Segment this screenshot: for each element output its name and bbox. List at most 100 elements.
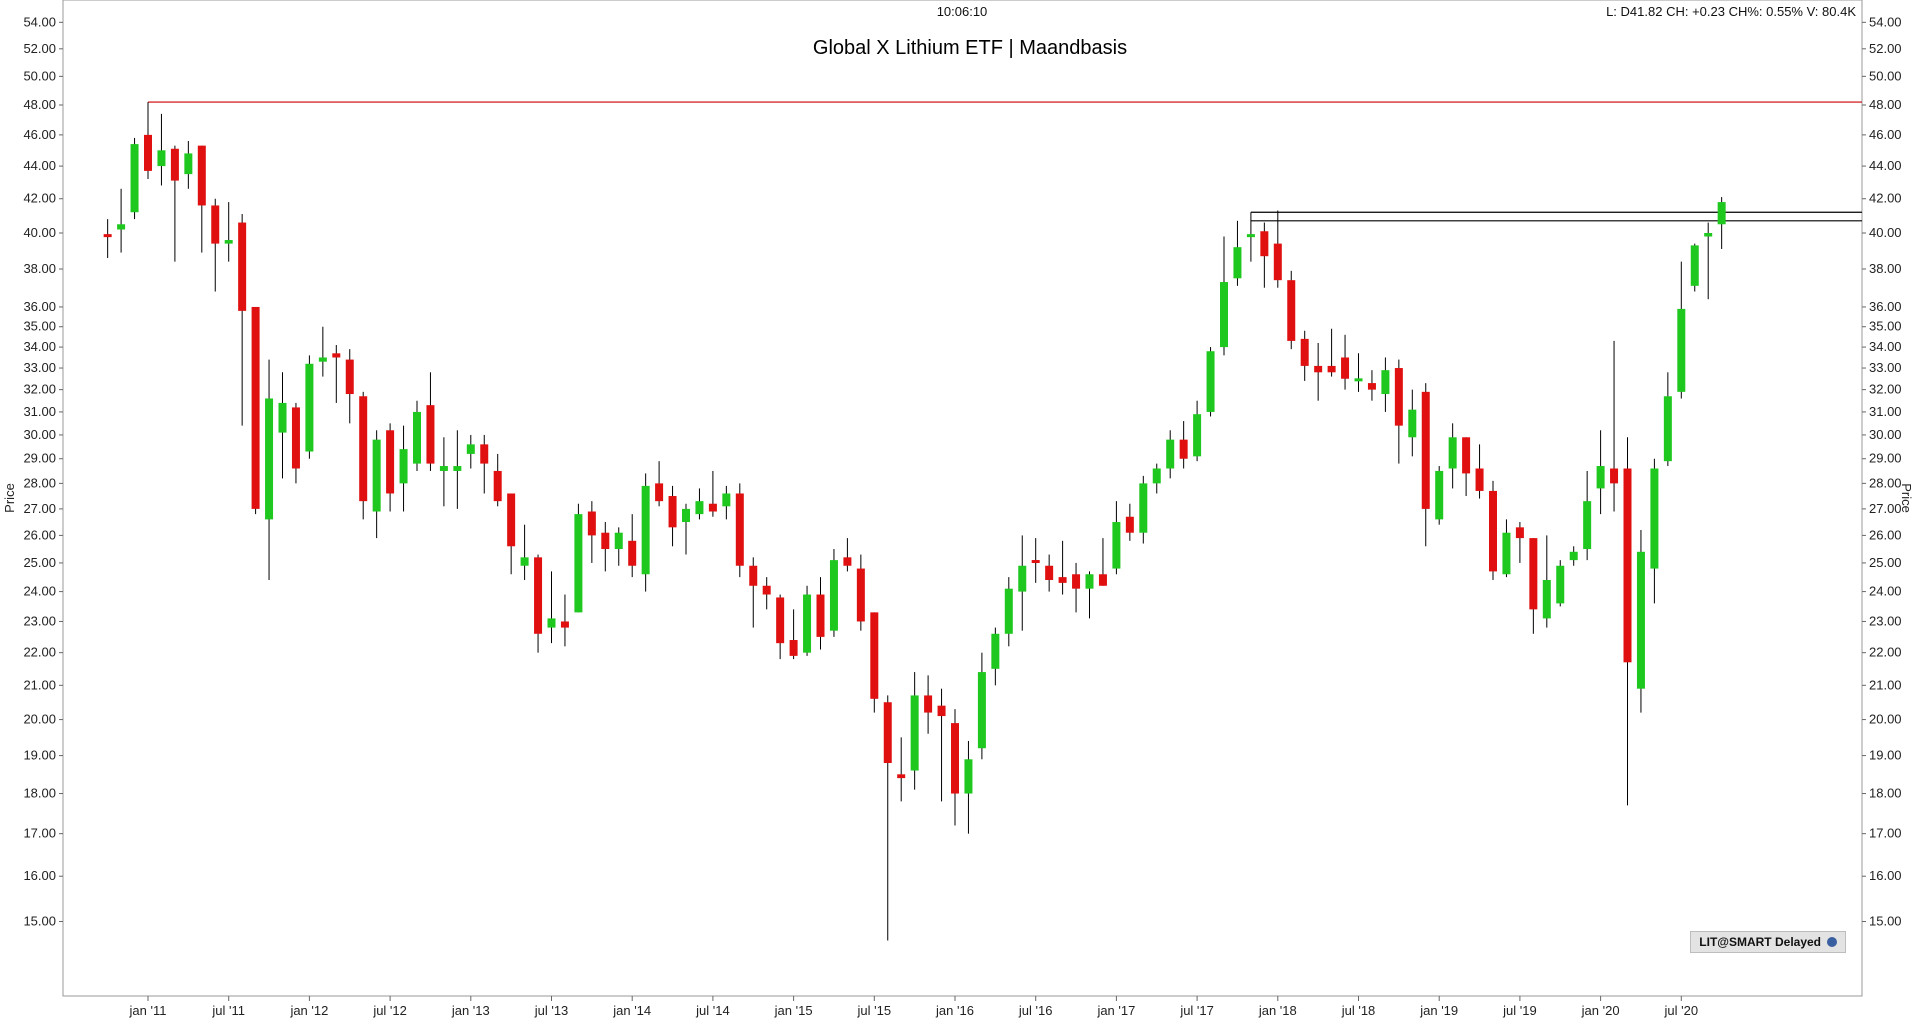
candle-body: [1273, 243, 1282, 281]
candle-down: [924, 675, 933, 734]
candle-up: [1650, 458, 1659, 604]
candle-body: [682, 508, 690, 523]
candle-body: [157, 150, 166, 167]
y-tick-label-left: 52.00: [23, 41, 56, 56]
x-tick-label: jul '14: [695, 1003, 730, 1018]
candle-body: [843, 557, 852, 566]
candle-up: [1004, 577, 1013, 647]
candle-body: [291, 407, 300, 469]
candle-down: [1515, 522, 1524, 563]
candle-down: [493, 453, 502, 507]
y-tick-label-right: 38.00: [1869, 261, 1902, 276]
candle-body: [1179, 439, 1188, 459]
candle-body: [1287, 280, 1296, 341]
candle-body: [399, 449, 408, 484]
candle-body: [318, 357, 327, 362]
candle-body: [803, 594, 812, 653]
candle-up: [305, 355, 314, 459]
candle-up: [130, 137, 139, 220]
candle-body: [883, 702, 892, 764]
y-tick-label-right: 54.00: [1869, 14, 1902, 29]
candle-body: [265, 398, 274, 520]
candle-down: [749, 557, 758, 628]
candle-up: [184, 141, 193, 189]
candle-body: [1610, 468, 1619, 484]
y-tick-label-right: 25.00: [1869, 555, 1902, 570]
y-tick-label-right: 44.00: [1869, 158, 1902, 173]
candle-body: [1206, 351, 1215, 412]
y-tick-label-right: 42.00: [1869, 191, 1902, 206]
candle-up: [117, 188, 126, 253]
candle-body: [641, 485, 650, 575]
candle-down: [507, 493, 516, 575]
candle-body: [1556, 565, 1565, 604]
candle-body: [1408, 409, 1417, 438]
candle-down: [951, 709, 959, 826]
candle-body: [1367, 383, 1376, 390]
header-quote-info: L: D41.82 CH: +0.23 CH%: 0.55% V: 80.4K: [1606, 4, 1856, 19]
candle-up: [265, 359, 274, 580]
candle-body: [1004, 588, 1013, 634]
candle-body: [386, 430, 395, 494]
candle-down: [856, 554, 865, 631]
x-tick-label: jan '14: [612, 1003, 651, 1018]
y-tick-label-left: 21.00: [23, 677, 56, 692]
candle-down: [1489, 480, 1497, 580]
candle-down: [1341, 334, 1350, 390]
x-tick-label: jul '16: [1018, 1003, 1053, 1018]
candle-down: [1529, 538, 1538, 634]
candle-up: [157, 113, 166, 186]
y-tick-label-left: 22.00: [23, 645, 56, 660]
candle-body: [937, 705, 946, 717]
x-tick-label: jan '18: [1258, 1003, 1297, 1018]
data-source-badge: LIT@SMART Delayed: [1690, 931, 1846, 953]
y-tick-label-right: 34.00: [1869, 339, 1902, 354]
candle-down: [103, 219, 112, 259]
candle-body: [856, 568, 865, 622]
candle-up: [977, 652, 986, 760]
candle-body: [1542, 579, 1551, 619]
candle-down: [1367, 370, 1376, 401]
candle-body: [466, 444, 475, 454]
candle-body: [1085, 574, 1094, 589]
y-tick-label-right: 35.00: [1869, 319, 1902, 334]
candle-down: [144, 102, 152, 179]
candle-body: [305, 363, 314, 452]
candle-up: [1354, 353, 1363, 392]
candle-body: [1515, 527, 1524, 539]
y-tick-label-left: 24.00: [23, 584, 56, 599]
candle-body: [1583, 501, 1592, 550]
candle-up: [1193, 400, 1202, 462]
candle-up: [803, 585, 812, 656]
candle-up: [910, 672, 919, 790]
header-time: 10:06:10: [937, 4, 988, 19]
candle-body: [655, 483, 664, 502]
candle-up: [1233, 220, 1242, 286]
candle-body: [507, 493, 516, 547]
y-tick-label-left: 30.00: [23, 427, 56, 442]
x-axis: jan '11 jul '11 jan '12 jul '12 jan '13 jul '…: [129, 996, 1698, 1018]
level-lines: [148, 101, 1862, 222]
candle-body: [1125, 516, 1134, 533]
candle-body: [749, 565, 758, 586]
y-tick-label-left: 46.00: [23, 127, 56, 142]
candle-body: [910, 695, 919, 771]
candle-body: [251, 306, 260, 509]
x-tick-label: jul '18: [1341, 1003, 1376, 1018]
candle-body: [1435, 470, 1444, 520]
candle-down: [668, 485, 677, 547]
y-tick-label-right: 50.00: [1869, 68, 1902, 83]
y-tick-label-left: 48.00: [23, 97, 56, 112]
candle-body: [453, 466, 462, 471]
candle-body: [197, 145, 206, 206]
candle-down: [534, 554, 543, 653]
candle-up: [1690, 243, 1699, 292]
candle-up: [1246, 212, 1255, 262]
y-tick-label-left: 15.00: [23, 914, 56, 929]
y-tick-label-right: 24.00: [1869, 584, 1902, 599]
candle-body: [413, 411, 421, 464]
candle-body: [560, 621, 569, 628]
y-tick-label-left: 27.00: [23, 501, 56, 516]
y-tick-label-left: 44.00: [23, 158, 56, 173]
